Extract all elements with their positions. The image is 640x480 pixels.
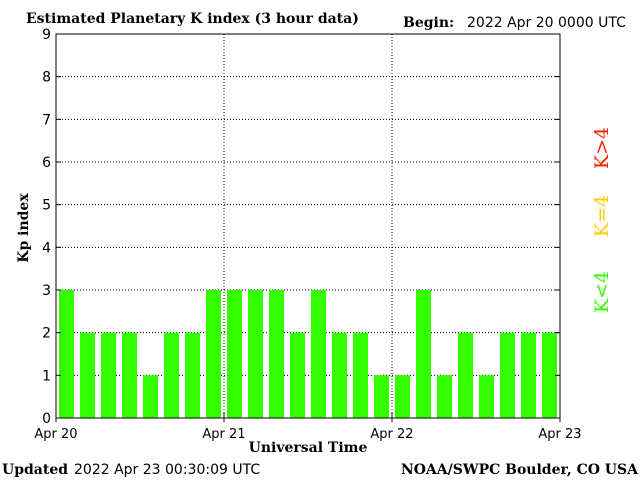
plot-frame [55, 33, 561, 419]
kp-bar [416, 290, 431, 418]
kp-bar [143, 375, 158, 418]
y-tick-label: 8 [42, 70, 51, 86]
kp-bar [164, 332, 179, 418]
kp-bar [80, 332, 95, 418]
legend-k-lt-4: K<4 [591, 271, 613, 313]
source-credit: NOAA/SWPC Boulder, CO USA [401, 462, 639, 478]
y-tick-label: 6 [42, 155, 51, 171]
chart-title: Estimated Planetary K index (3 hour data… [26, 11, 359, 27]
kp-bar [59, 290, 74, 418]
y-tick-label: 3 [42, 283, 51, 299]
y-tick-label: 0 [42, 411, 51, 427]
kp-bar [290, 332, 305, 418]
kp-bar [227, 290, 242, 418]
kp-bar [458, 332, 473, 418]
kp-bar [311, 290, 326, 418]
kp-bar [521, 332, 536, 418]
kp-bar [206, 290, 221, 418]
kp-bar [332, 332, 347, 418]
y-tick-label: 1 [42, 368, 51, 384]
updated-value: 2022 Apr 23 00:30:09 UTC [74, 462, 260, 478]
x-tick-label: Apr 21 [202, 427, 245, 442]
y-tick-label: 2 [42, 326, 51, 342]
kp-bar [437, 375, 452, 418]
updated-label: Updated [2, 462, 68, 478]
kp-bar [395, 375, 410, 418]
x-tick-label: Apr 23 [538, 427, 581, 442]
x-tick-label: Apr 20 [34, 427, 77, 442]
kp-bar [353, 332, 368, 418]
begin-label: Begin: [403, 15, 454, 31]
kp-bar [248, 290, 263, 418]
kp-bar [479, 375, 494, 418]
kp-bar [542, 332, 557, 418]
legend-k-gt-4: K>4 [591, 127, 613, 169]
y-tick-label: 5 [42, 198, 51, 214]
y-axis-label: Kp index [16, 193, 32, 263]
y-tick-label: 9 [42, 27, 51, 43]
kp-bar [374, 375, 389, 418]
kp-bar [500, 332, 515, 418]
y-tick-label: 4 [42, 240, 51, 256]
legend-k-eq-4: K=4 [591, 195, 613, 237]
y-tick-label: 7 [42, 112, 51, 128]
x-tick-label: Apr 22 [370, 427, 413, 442]
kp-bar [185, 332, 200, 418]
begin-value: 2022 Apr 20 0000 UTC [467, 15, 626, 31]
kp-bar [101, 332, 116, 418]
kp-bar [269, 290, 284, 418]
plot-area: 0 1 2 3 4 5 6 7 8 9 Apr 20 Apr 21 Apr 22 Apr 23 [34, 27, 581, 442]
x-axis-label: Universal Time [249, 440, 368, 456]
kp-bar [122, 332, 137, 418]
